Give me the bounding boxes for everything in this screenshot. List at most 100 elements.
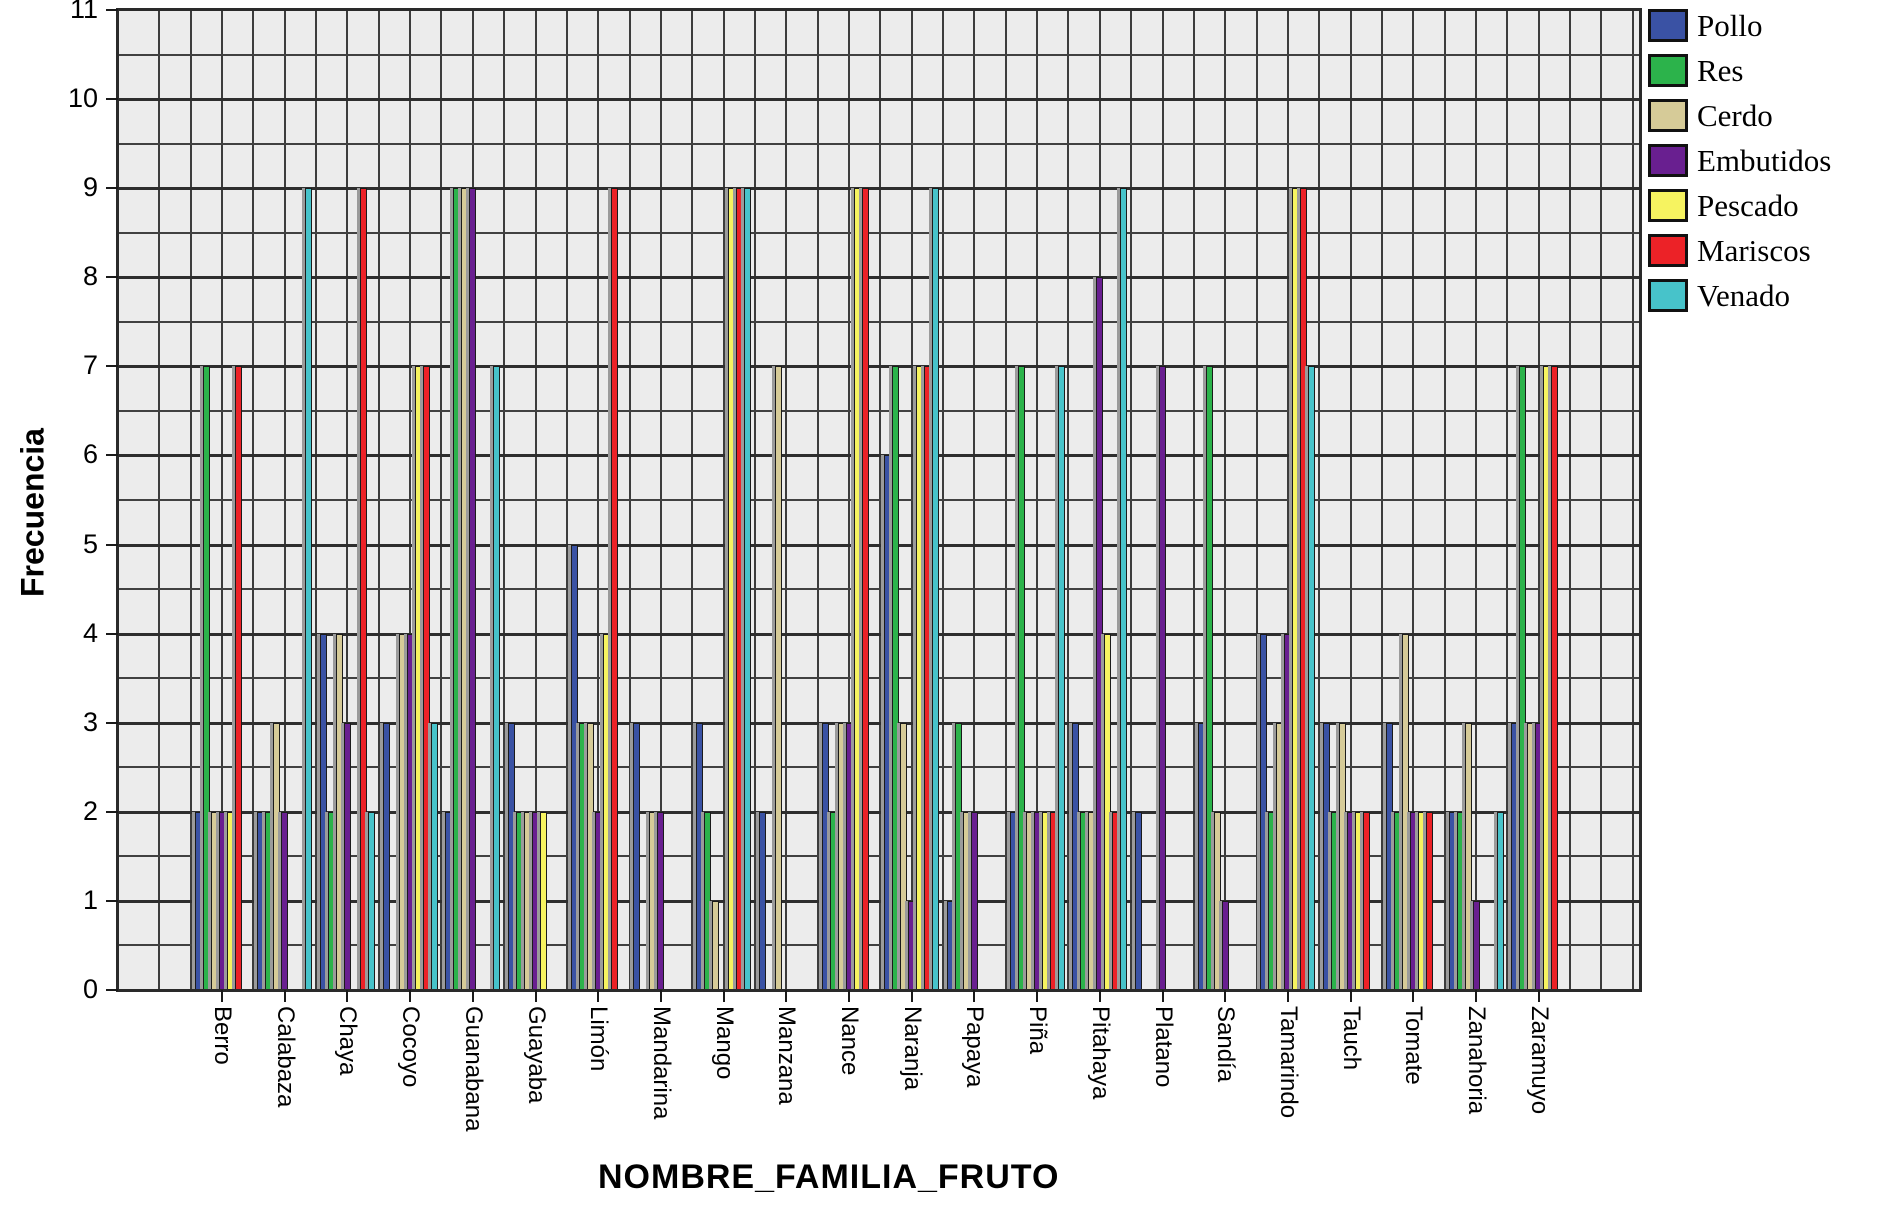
gridline-minor	[118, 944, 1640, 947]
x-axis-tick	[534, 990, 537, 1002]
x-category-label: Limón	[585, 1006, 613, 1072]
x-axis-title: NOMBRE_FAMILIA_FRUTO	[598, 1158, 1060, 1196]
y-axis-tick	[106, 276, 118, 279]
x-axis-tick	[973, 990, 976, 1002]
pollo-swatch-icon	[1648, 9, 1688, 42]
x-axis-tick	[409, 990, 412, 1002]
y-tick-label: 9	[82, 172, 98, 203]
x-axis-tick	[1036, 990, 1039, 1002]
pescado-swatch-icon	[1648, 189, 1688, 222]
legend-label: Pescado	[1697, 188, 1799, 223]
legend-item-res: Res	[1648, 53, 1831, 88]
x-category-label: Mandarina	[647, 1006, 675, 1120]
y-tick-label: 7	[82, 350, 98, 381]
venado-swatch-icon	[1648, 279, 1688, 312]
x-category-label: Chaya	[334, 1006, 362, 1076]
x-category-label: Pitahaya	[1086, 1006, 1114, 1100]
gridline-minor	[118, 53, 1640, 56]
x-axis-tick	[1475, 990, 1477, 1002]
x-category-label: Papaya	[961, 1006, 989, 1088]
plot-border	[116, 8, 1642, 992]
x-axis-tick	[1286, 990, 1289, 1002]
legend-item-cerdo: Cerdo	[1648, 98, 1831, 133]
legend-item-mariscos: Mariscos	[1648, 233, 1831, 268]
x-category-label: Cocoyo	[397, 1006, 425, 1088]
gridline-minor	[118, 499, 1640, 501]
legend-label: Pollo	[1697, 8, 1763, 43]
cerdo-swatch-icon	[1648, 99, 1688, 132]
legend-label: Cerdo	[1697, 98, 1773, 133]
x-axis-tick	[1412, 990, 1415, 1002]
x-axis-tick	[659, 990, 662, 1002]
y-tick-label: 2	[82, 795, 98, 826]
y-axis-tick	[106, 632, 118, 635]
gridline-minor	[118, 677, 1640, 680]
mariscos-swatch-icon	[1648, 234, 1688, 267]
y-axis-tick	[106, 365, 118, 368]
y-tick-label: 5	[82, 528, 98, 559]
x-category-label: Mango	[710, 1006, 738, 1080]
gridline-major	[118, 632, 1640, 636]
gridline-minor	[118, 231, 1640, 234]
y-axis-tick	[106, 98, 118, 101]
gridline-major	[118, 98, 1640, 102]
gridline-minor	[118, 766, 1640, 769]
x-axis-tick	[283, 990, 286, 1002]
embutidos-swatch-icon	[1648, 144, 1688, 177]
legend: Pollo Res Cerdo Embutidos Pescado Mariscos Ven…	[1648, 8, 1831, 313]
y-axis-tick	[106, 9, 118, 11]
x-axis-tick	[1224, 990, 1227, 1002]
legend-item-pescado: Pescado	[1648, 188, 1831, 223]
legend-label: Res	[1697, 53, 1744, 88]
x-axis-tick	[785, 990, 788, 1002]
x-category-label: Guanabana	[459, 1006, 487, 1132]
x-category-label: Tauch	[1337, 1006, 1365, 1071]
x-category-label: Manzana	[773, 1006, 801, 1105]
legend-label: Embutidos	[1697, 143, 1832, 178]
y-tick-label: 1	[82, 884, 98, 915]
x-category-label: Zaramuyo	[1525, 1006, 1553, 1115]
legend-item-embutidos: Embutidos	[1648, 143, 1831, 178]
y-tick-label: 3	[82, 706, 98, 737]
x-category-label: Piña	[1024, 1006, 1052, 1055]
x-category-label: Sandía	[1212, 1006, 1240, 1083]
y-axis-tick	[106, 543, 118, 546]
gridline-major	[118, 276, 1640, 280]
gridline-minor	[118, 320, 1640, 323]
y-tick-label: 11	[69, 0, 98, 24]
gridline-minor	[118, 142, 1640, 145]
x-axis-tick	[1098, 990, 1101, 1002]
x-category-label: Naranja	[898, 1006, 926, 1091]
legend-item-pollo: Pollo	[1648, 8, 1831, 43]
y-tick-label: 6	[82, 439, 98, 470]
gridline-major	[118, 365, 1640, 369]
x-axis-tick	[597, 990, 600, 1002]
x-axis-tick	[1349, 990, 1352, 1002]
gridline-major	[118, 543, 1640, 547]
x-category-label: Calabaza	[271, 1006, 299, 1108]
legend-label: Venado	[1697, 278, 1790, 313]
x-category-label: Zanahoria	[1463, 1006, 1490, 1115]
x-category-label: Tomate	[1400, 1006, 1428, 1085]
gridline-major	[118, 454, 1640, 458]
x-axis-tick	[221, 990, 223, 1002]
y-axis-tick	[106, 454, 118, 457]
y-tick-label: 0	[82, 974, 98, 1004]
x-axis-tick	[910, 990, 913, 1002]
x-category-label: Guayaba	[522, 1006, 550, 1104]
x-axis-tick	[471, 990, 474, 1002]
gridline-minor	[118, 588, 1640, 591]
x-axis-tick	[346, 990, 349, 1002]
gridline-major	[118, 187, 1640, 191]
x-category-label: Platano	[1149, 1006, 1177, 1088]
y-tick-label: 10	[67, 83, 98, 114]
y-tick-label: 8	[82, 261, 98, 292]
res-swatch-icon	[1648, 54, 1688, 87]
gridline-major	[118, 899, 1640, 903]
legend-item-venado: Venado	[1648, 278, 1831, 313]
y-axis-title: Frecuencia	[14, 428, 51, 597]
gridline-minor	[118, 855, 1640, 858]
x-category-label: Tamarindo	[1274, 1006, 1302, 1119]
y-axis-tick	[106, 721, 118, 724]
